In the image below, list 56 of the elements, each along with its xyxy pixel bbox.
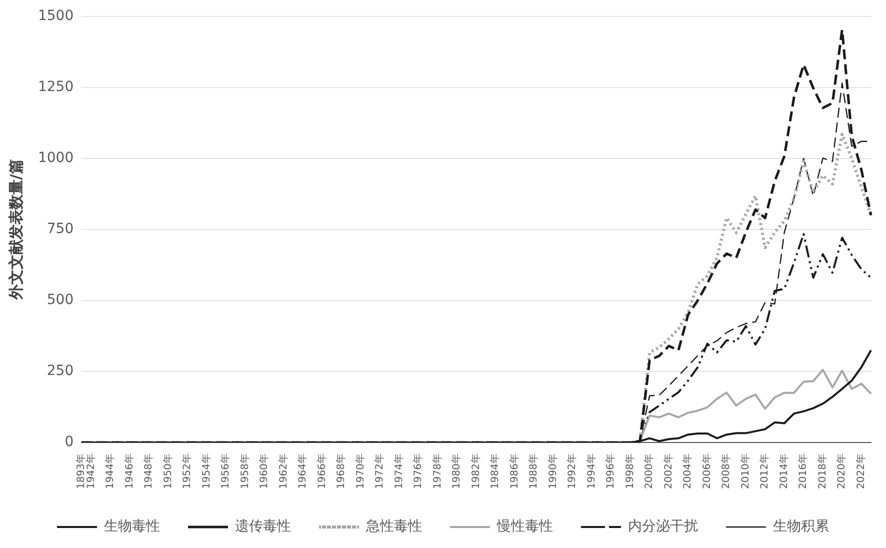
x-tick-label: 1970年 [354, 454, 366, 490]
legend-label: 内分泌干扰 [628, 518, 698, 535]
y-tick-label: 750 [46, 221, 74, 238]
x-tick-label: 1972年 [374, 454, 386, 490]
x-tick-label: 2014年 [778, 454, 790, 490]
x-tick-label: 1992年 [566, 454, 578, 490]
x-tick-label: 1946年 [123, 454, 136, 490]
x-tick-label: 1980年 [450, 454, 463, 490]
x-tick-label: 1976年 [412, 454, 424, 490]
x-tick-label: 2006年 [700, 454, 713, 490]
x-tick-label: 2004年 [682, 454, 694, 490]
x-tick-label: 1966年 [316, 454, 328, 490]
x-tick-label: 1893年 [75, 454, 88, 490]
x-tick-label: 1986年 [508, 454, 520, 490]
x-tick-label: 1958年 [238, 454, 251, 490]
x-tick-label: 2002年 [662, 454, 674, 490]
x-tick-label: 1988年 [528, 454, 540, 490]
y-tick-label: 1250 [38, 79, 74, 96]
x-tick-label: 1998年 [624, 454, 636, 490]
x-tick-label: 1954年 [200, 454, 212, 490]
y-axis-title: 外文文献发表数量/篇 [6, 159, 25, 301]
x-tick-label: 2020年 [836, 454, 848, 490]
x-tick-label: 1996年 [604, 454, 617, 490]
x-tick-label: 1942年 [84, 454, 97, 490]
legend-label: 遗传毒性 [235, 518, 291, 535]
x-tick-label: 1962年 [277, 454, 290, 490]
x-tick-label: 1956年 [220, 454, 232, 490]
x-tick-label: 2012年 [758, 454, 771, 490]
x-tick-label: 1948年 [142, 454, 155, 490]
legend-label: 生物毒性 [104, 518, 160, 535]
x-tick-label: 1968年 [335, 454, 348, 490]
x-tick-label: 1974年 [392, 454, 405, 490]
x-tick-label: 2022年 [854, 454, 867, 490]
y-tick-label: 500 [46, 292, 74, 308]
y-tick-label: 250 [46, 363, 74, 380]
legend-label: 生物积累 [773, 518, 829, 535]
x-tick-label: 2016年 [797, 454, 810, 490]
y-tick-label: 1000 [38, 150, 74, 166]
x-tick-label: 1982年 [470, 454, 482, 490]
x-tick-label: 1984年 [489, 454, 502, 490]
legend-label: 急性毒性 [365, 518, 422, 535]
x-tick-label: 1964年 [296, 454, 309, 490]
x-tick-label: 1990年 [546, 454, 559, 490]
y-tick-label: 1500 [38, 8, 74, 24]
x-tick-label: 2018年 [816, 454, 828, 490]
x-tick-label: 1944年 [104, 454, 116, 490]
x-tick-label: 1952年 [181, 454, 194, 490]
x-tick-label: 2008年 [720, 454, 732, 490]
y-tick-label: 0 [64, 434, 74, 450]
x-tick-label: 1950年 [162, 454, 174, 490]
x-tick-label: 1960年 [258, 454, 270, 490]
legend-label: 慢性毒性 [496, 518, 553, 535]
x-tick-label: 2010年 [739, 454, 752, 490]
x-tick-label: 2000年 [643, 454, 656, 490]
x-tick-label: 1994年 [585, 454, 598, 490]
x-tick-label: 1978年 [431, 454, 444, 490]
